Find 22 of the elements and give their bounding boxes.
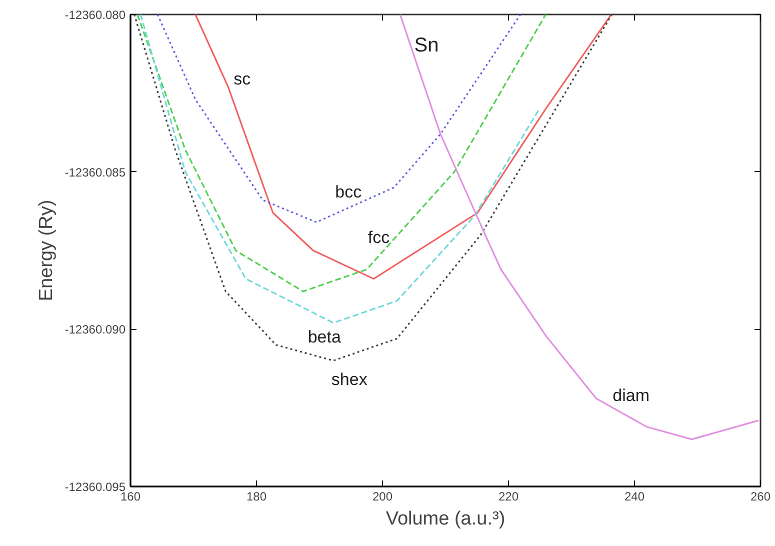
y-tick-label: -12360.080 xyxy=(64,8,126,22)
y-tick-label: -12360.085 xyxy=(64,165,126,180)
x-tick-label: 200 xyxy=(372,490,393,504)
series-label: beta xyxy=(308,327,342,346)
line-series xyxy=(156,14,522,223)
x-tick-label: 240 xyxy=(624,490,645,504)
line-series xyxy=(194,14,612,280)
series-label: bcc xyxy=(335,182,362,202)
y-axis-title: Energy (Ry) xyxy=(36,200,57,302)
series-label: shex xyxy=(331,370,368,390)
series-label: fcc xyxy=(368,228,390,247)
series-label: sc xyxy=(234,69,252,88)
line-series xyxy=(399,14,760,440)
x-tick-label: 160 xyxy=(120,490,141,504)
x-axis-title: Volume (a.u.³) xyxy=(386,508,506,530)
line-series xyxy=(133,14,613,362)
text: Sn xyxy=(414,34,439,56)
x-tick-label: 180 xyxy=(246,490,267,504)
series-label: diam xyxy=(612,386,650,405)
x-tick-label: 220 xyxy=(498,490,519,504)
x-tick-label: 260 xyxy=(750,490,771,504)
y-tick-label: -12360.090 xyxy=(64,322,126,337)
